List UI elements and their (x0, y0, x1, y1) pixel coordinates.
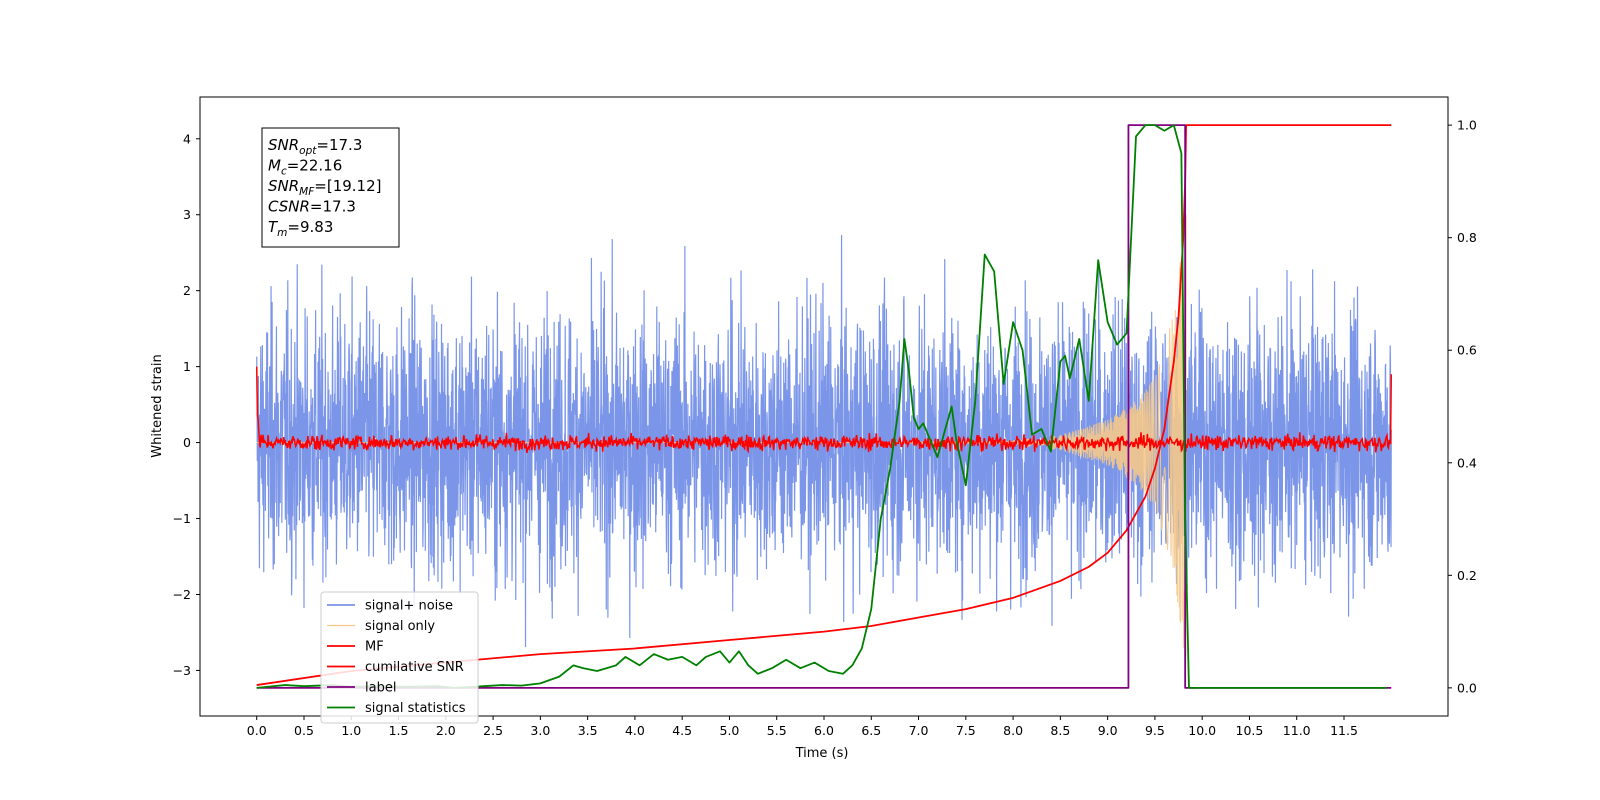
x-tick-label: 6.0 (814, 723, 834, 738)
x-tick-label: 4.0 (625, 723, 645, 738)
series-signal-plus-noise-line (256, 234, 1392, 648)
x-tick-label: 11.5 (1330, 723, 1358, 738)
x-tick-label: 3.5 (578, 723, 598, 738)
legend-label: signal only (365, 619, 435, 634)
annotation-frame (261, 127, 400, 248)
x-tick-label: 8.0 (1003, 723, 1023, 738)
left-y-axis-ticks: −3 −2 −1 0 1 2 3 4 (173, 131, 200, 678)
x-tick-label: 5.0 (720, 723, 740, 738)
plot-traces (255, 124, 1393, 689)
x-tick-label: 0.0 (247, 723, 267, 738)
y2-tick-label: 0.0 (1457, 680, 1477, 695)
x-axis-ticks: 0.0 0.5 1.0 1.5 2.0 2.5 3.0 3.5 4.0 4.5 5.0 5.5 6.0 6… (247, 716, 1358, 738)
annotation-line: Mc=22.16 (268, 157, 342, 178)
annotation-line: Tm=9.83 (268, 218, 333, 239)
annotation-line: SNRopt=17.3 (268, 136, 362, 157)
legend-frame (320, 591, 479, 724)
parameter-annotation-box: SNRopt=17.3Mc=22.16SNRMF=[19.12]CSNR=17.… (261, 127, 400, 248)
x-tick-label: 7.5 (956, 723, 976, 738)
x-tick-label: 0.5 (294, 723, 314, 738)
x-tick-label: 9.0 (1098, 723, 1118, 738)
x-tick-label: 2.0 (436, 723, 456, 738)
x-tick-label: 2.5 (483, 723, 503, 738)
series-signal-statistics-line (256, 124, 1387, 689)
legend-label: cumilative SNR (365, 660, 464, 675)
y-tick-label: −2 (173, 587, 191, 602)
annotation-line: SNRMF=[19.12] (268, 177, 382, 198)
x-tick-label: 5.5 (767, 723, 787, 738)
x-tick-label: 6.5 (861, 723, 881, 738)
y-tick-label: −3 (173, 663, 191, 678)
legend-label: signal+ noise (365, 599, 453, 614)
y-axis-label: Whitened strain (150, 354, 165, 457)
x-tick-label: 1.5 (389, 723, 409, 738)
y-tick-label: 3 (183, 207, 191, 222)
y2-tick-label: 1.0 (1457, 118, 1477, 133)
legend-label: signal statistics (365, 701, 466, 716)
x-tick-label: 4.5 (672, 723, 692, 738)
series-cumulative-snr-line (256, 124, 1392, 686)
x-tick-label: 9.5 (1145, 723, 1165, 738)
x-tick-label: 10.5 (1236, 723, 1264, 738)
x-axis-label: Time (s) (795, 746, 849, 761)
x-tick-label: 7.0 (909, 723, 929, 738)
x-tick-label: 11.0 (1283, 723, 1311, 738)
legend-label: MF (365, 640, 384, 655)
y-tick-label: −1 (173, 511, 191, 526)
annotation-line: CSNR=17.3 (268, 198, 356, 216)
y2-tick-label: 0.2 (1457, 568, 1477, 583)
y2-tick-label: 0.4 (1457, 455, 1477, 470)
legend: signal+ noise signal only MF cumilative SNR… (320, 591, 479, 724)
legend-label: label (365, 681, 396, 696)
y-tick-label: 2 (183, 283, 191, 298)
series-mf-line (255, 366, 1393, 454)
y2-tick-label: 0.6 (1457, 343, 1477, 358)
x-tick-label: 3.0 (530, 723, 550, 738)
y2-tick-label: 0.8 (1457, 230, 1477, 245)
y-tick-label: 0 (183, 435, 191, 450)
x-tick-label: 8.5 (1050, 723, 1070, 738)
y-tick-label: 1 (183, 359, 191, 374)
y-tick-label: 4 (183, 131, 191, 146)
x-tick-label: 10.0 (1188, 723, 1216, 738)
right-y-axis-ticks: 0.0 0.2 0.4 0.6 0.8 1.0 (1448, 118, 1477, 695)
x-tick-label: 1.0 (341, 723, 361, 738)
